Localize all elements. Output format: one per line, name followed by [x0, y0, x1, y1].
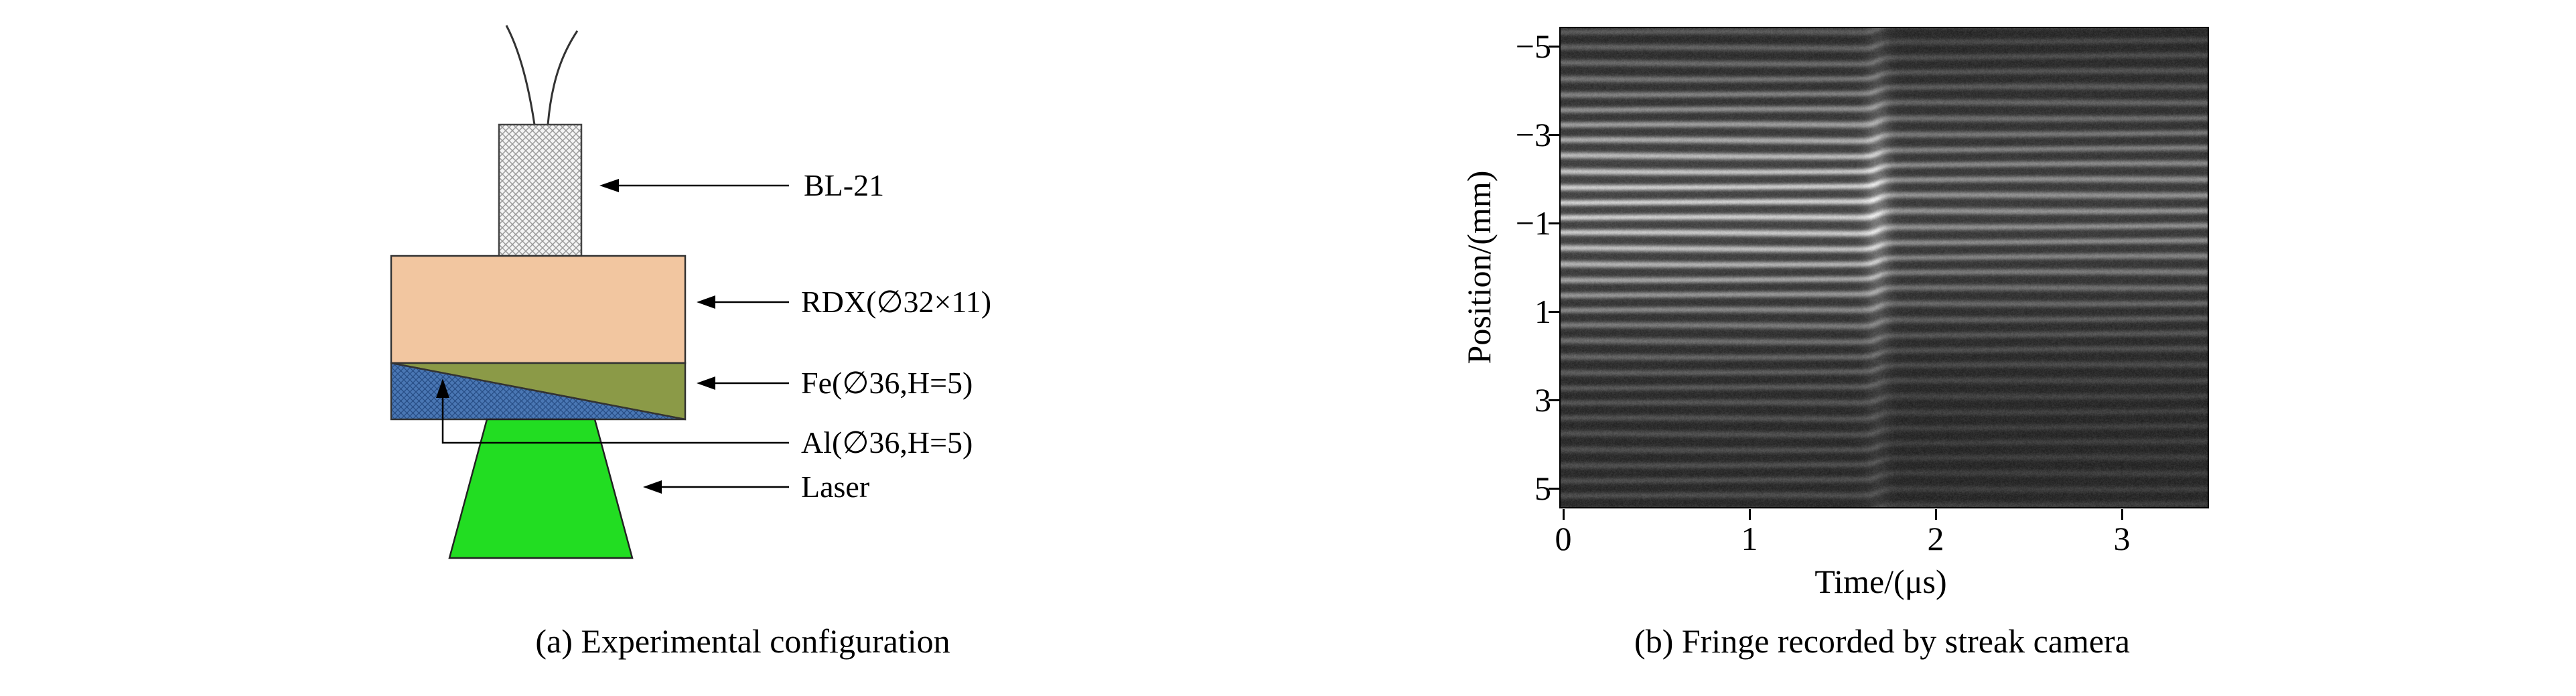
y-tick-label: 1 [1534, 293, 1551, 330]
y-tick-mark [1549, 222, 1559, 224]
label-laser: Laser [801, 470, 870, 504]
arrow-head-rdx [697, 295, 715, 309]
y-axis-label: Position/(mm) [1460, 170, 1498, 364]
x-tick-label: 0 [1555, 520, 1572, 557]
y-tick-mark [1549, 311, 1559, 313]
y-tick-label: 3 [1534, 381, 1551, 419]
label-rdx: RDX(∅32×11) [801, 285, 992, 319]
arrow-line-al [441, 397, 789, 444]
y-tick-label: −3 [1515, 116, 1551, 153]
x-tick-label: 3 [2113, 520, 2131, 557]
y-tick-mark [1549, 488, 1559, 490]
x-tick-label: 1 [1741, 520, 1758, 557]
x-tick-mark [1935, 509, 1937, 520]
y-tick-mark [1549, 399, 1559, 401]
x-tick-mark [1563, 509, 1565, 520]
x-tick-mark [2121, 509, 2123, 520]
y-tick-mark [1549, 46, 1559, 48]
y-tick-label: 5 [1534, 470, 1551, 507]
panel-b-caption: (b) Fringe recorded by streak camera [1634, 622, 2130, 660]
arrow-head-fe [697, 376, 715, 390]
detonator-block [498, 123, 583, 257]
detonator-wire-left [505, 25, 536, 125]
arrow-head-detonator [599, 179, 619, 192]
arrow-head-laser [643, 480, 662, 494]
x-tick-mark [1749, 509, 1751, 520]
experimental-diagram [390, 25, 789, 559]
label-detonator: BL-21 [804, 168, 885, 202]
rdx-block [390, 255, 687, 364]
laser-beam [448, 418, 634, 559]
detonator-wire-right [547, 30, 579, 125]
y-tick-label: −1 [1515, 204, 1551, 242]
label-fe: Fe(∅36,H=5) [801, 366, 973, 400]
panel-a-caption: (a) Experimental configuration [535, 622, 950, 660]
streak-image [1559, 27, 2209, 508]
x-tick-label: 2 [1927, 520, 1944, 557]
label-al: Al(∅36,H=5) [801, 425, 973, 460]
y-tick-mark [1549, 134, 1559, 136]
x-axis-label: Time/(μs) [1814, 563, 1947, 600]
y-tick-label: −5 [1515, 27, 1551, 65]
arrow-head-al [436, 378, 449, 398]
